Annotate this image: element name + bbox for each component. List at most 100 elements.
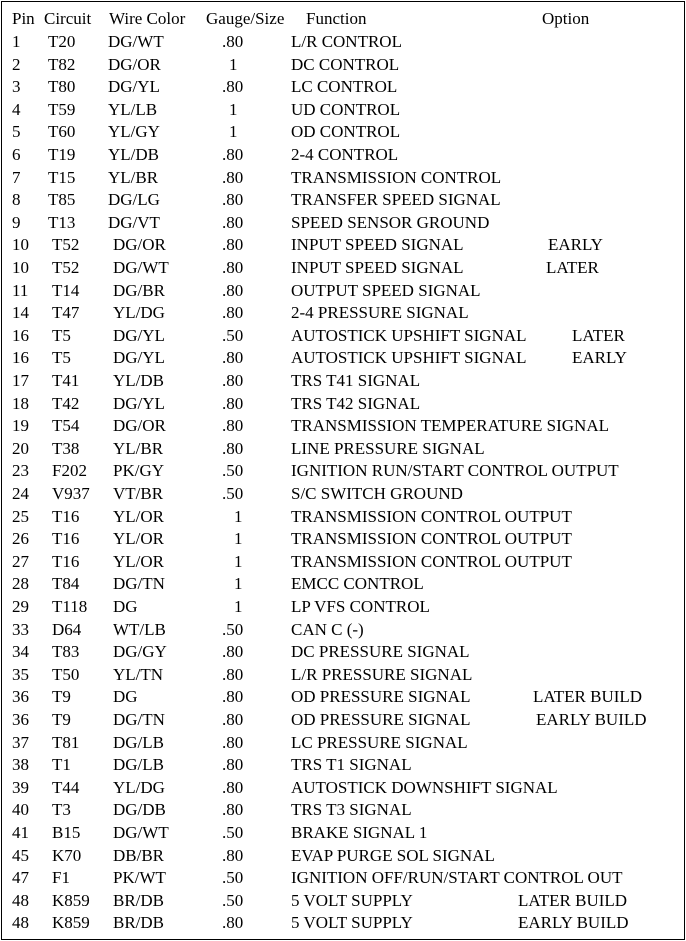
table-cell-function: EMCC CONTROL xyxy=(291,574,424,594)
table-cell-function: TRANSFER SPEED SIGNAL xyxy=(291,190,501,210)
table-cell-pin: 28 xyxy=(12,574,29,594)
table-cell-circuit: K70 xyxy=(52,845,82,865)
table-row: 48 K859 BR/DB .50 5 VOLT SUPPLY LATER BUILD xyxy=(2,890,686,912)
table-cell-gauge: 1 xyxy=(229,122,238,142)
table-row: 24 V937 VT/BR .50 S/C SWITCH GROUND xyxy=(2,483,686,505)
table-cell-circuit: T15 xyxy=(48,167,76,187)
table-cell-pin: 10 xyxy=(12,258,29,277)
table-cell-function: TRANSMISSION CONTROL OUTPUT xyxy=(291,551,572,571)
table-cell-pin: 38 xyxy=(12,755,29,775)
table-cell-wire-color: YL/LB xyxy=(108,99,158,119)
table-cell-circuit: T60 xyxy=(48,122,76,142)
table-cell-circuit: T52 xyxy=(52,258,80,277)
table-cell-pin: 7 xyxy=(12,167,21,187)
table-cell-gauge: .50 xyxy=(222,619,244,639)
table-cell-pin: 10 xyxy=(12,235,29,255)
table-cell-function: BRAKE SIGNAL 1 xyxy=(291,823,428,842)
table-cell-wire-color: DG/WT xyxy=(113,823,169,842)
table-cell-gauge: .80 xyxy=(222,145,244,164)
table-cell-circuit: T50 xyxy=(52,664,80,684)
table-row: 28 T84 DG/TN 1 EMCC CONTROL xyxy=(2,573,686,595)
table-cell-function: S/C SWITCH GROUND xyxy=(291,484,463,503)
table-cell-gauge: 1 xyxy=(234,529,243,549)
table-header: Pin Circuit Wire Color Gauge/Size Functi… xyxy=(2,8,686,30)
header-option: Option xyxy=(542,9,590,28)
table-cell-wire-color: DG/BR xyxy=(113,280,165,300)
table-cell-function: SPEED SENSOR GROUND xyxy=(291,212,490,232)
table-row: 10 T52 DG/OR .80 INPUT SPEED SIGNAL EARLY xyxy=(2,234,686,256)
table-cell-wire-color: PK/WT xyxy=(113,868,166,888)
table-cell-pin: 23 xyxy=(12,461,29,481)
table-cell-gauge: .50 xyxy=(222,484,244,503)
header-function: Function xyxy=(306,9,367,28)
table-row: 29 T118 DG 1 LP VFS CONTROL xyxy=(2,596,686,618)
table-cell-pin: 4 xyxy=(12,99,21,119)
table-cell-wire-color: DG/YL xyxy=(108,77,160,97)
table-cell-circuit: T85 xyxy=(48,190,76,210)
table-cell-wire-color: YL/DB xyxy=(113,371,164,390)
table-row: 3 T80 DG/YL .80 LC CONTROL xyxy=(2,76,686,98)
table-cell-function: LC PRESSURE SIGNAL xyxy=(291,732,468,752)
table-cell-pin: 33 xyxy=(12,619,29,639)
table-row: 19 T54 DG/OR .80 TRANSMISSION TEMPERATURE SI… xyxy=(2,415,686,437)
table-cell-circuit: V937 xyxy=(52,484,90,503)
table-cell-function: TRS T3 SIGNAL xyxy=(291,800,412,820)
table-row: 27 T16 YL/OR 1 TRANSMISSION CONTROL OUTPUT xyxy=(2,551,686,573)
table-cell-wire-color: DG/LB xyxy=(113,732,164,752)
table-row: 23 F202 PK/GY .50 IGNITION RUN/START CONTROL… xyxy=(2,460,686,482)
table-cell-wire-color: DG/VT xyxy=(108,212,160,232)
table-row: 1 T20 DG/WT .80 L/R CONTROL xyxy=(2,31,686,53)
table-cell-wire-color: DG xyxy=(113,597,138,616)
table-cell-pin: 6 xyxy=(12,145,21,164)
table-cell-gauge: .80 xyxy=(222,303,244,323)
table-row: 38 T1 DG/LB .80 TRS T1 SIGNAL xyxy=(2,754,686,776)
table-cell-gauge: .80 xyxy=(222,393,244,413)
table-cell-wire-color: DG xyxy=(113,687,138,707)
table-cell-circuit: T42 xyxy=(52,393,80,413)
table-row: 5 T60 YL/GY 1 OD CONTROL xyxy=(2,121,686,143)
table-cell-circuit: T9 xyxy=(52,710,71,729)
table-row: 8 T85 DG/LG .80 TRANSFER SPEED SIGNAL xyxy=(2,189,686,211)
table-row: 40 T3 DG/DB .80 TRS T3 SIGNAL xyxy=(2,799,686,821)
table-row: 6 T19 YL/DB .80 2-4 CONTROL xyxy=(2,144,686,166)
table-cell-function: TRS T42 SIGNAL xyxy=(291,393,421,413)
table-cell-option: LATER xyxy=(546,258,599,277)
table-cell-pin: 48 xyxy=(12,913,29,933)
table-cell-gauge: 1 xyxy=(234,597,243,616)
table-cell-gauge: .80 xyxy=(222,687,244,707)
table-cell-function: TRS T1 SIGNAL xyxy=(291,755,412,775)
table-cell-circuit: T9 xyxy=(52,687,71,707)
table-cell-wire-color: YL/DG xyxy=(113,777,165,797)
table-cell-pin: 40 xyxy=(12,800,29,820)
table-cell-gauge: 1 xyxy=(234,506,243,526)
table-row: 7 T15 YL/BR .80 TRANSMISSION CONTROL xyxy=(2,167,686,189)
table-cell-gauge: .80 xyxy=(222,845,244,865)
table-cell-wire-color: DG/TN xyxy=(113,710,165,729)
table-cell-pin: 26 xyxy=(12,529,29,549)
header-circuit: Circuit xyxy=(44,9,92,28)
table-cell-circuit: T54 xyxy=(52,416,80,436)
table-cell-circuit: T16 xyxy=(52,506,80,526)
table-cell-function: UD CONTROL xyxy=(291,99,401,119)
table-cell-option: EARLY xyxy=(572,348,627,368)
table-cell-wire-color: DG/OR xyxy=(113,235,166,255)
table-cell-option: LATER BUILD xyxy=(533,687,643,707)
table-cell-gauge: 1 xyxy=(229,99,238,119)
table-cell-option: EARLY BUILD xyxy=(518,913,629,933)
table-cell-wire-color: DG/TN xyxy=(113,574,165,594)
table-cell-wire-color: BR/DB xyxy=(113,890,165,910)
table-row: 37 T81 DG/LB .80 LC PRESSURE SIGNAL xyxy=(2,732,686,754)
table-cell-circuit: T14 xyxy=(52,280,80,300)
table-cell-circuit: T38 xyxy=(52,438,80,458)
table-cell-wire-color: DG/WT xyxy=(113,258,169,277)
table-cell-function: DC PRESSURE SIGNAL xyxy=(291,642,470,662)
table-cell-wire-color: YL/GY xyxy=(108,122,160,142)
table-cell-function: TRANSMISSION CONTROL OUTPUT xyxy=(291,529,572,549)
table-cell-gauge: .50 xyxy=(222,890,244,910)
table-cell-circuit: D64 xyxy=(52,619,82,639)
table-cell-wire-color: YL/DG xyxy=(113,303,165,323)
table-cell-gauge: .80 xyxy=(222,258,244,277)
table-row: 47 F1 PK/WT .50 IGNITION OFF/RUN/START CONTR… xyxy=(2,867,686,889)
table-cell-function: LINE PRESSURE SIGNAL xyxy=(291,438,485,458)
table-cell-wire-color: DG/LG xyxy=(108,190,160,210)
